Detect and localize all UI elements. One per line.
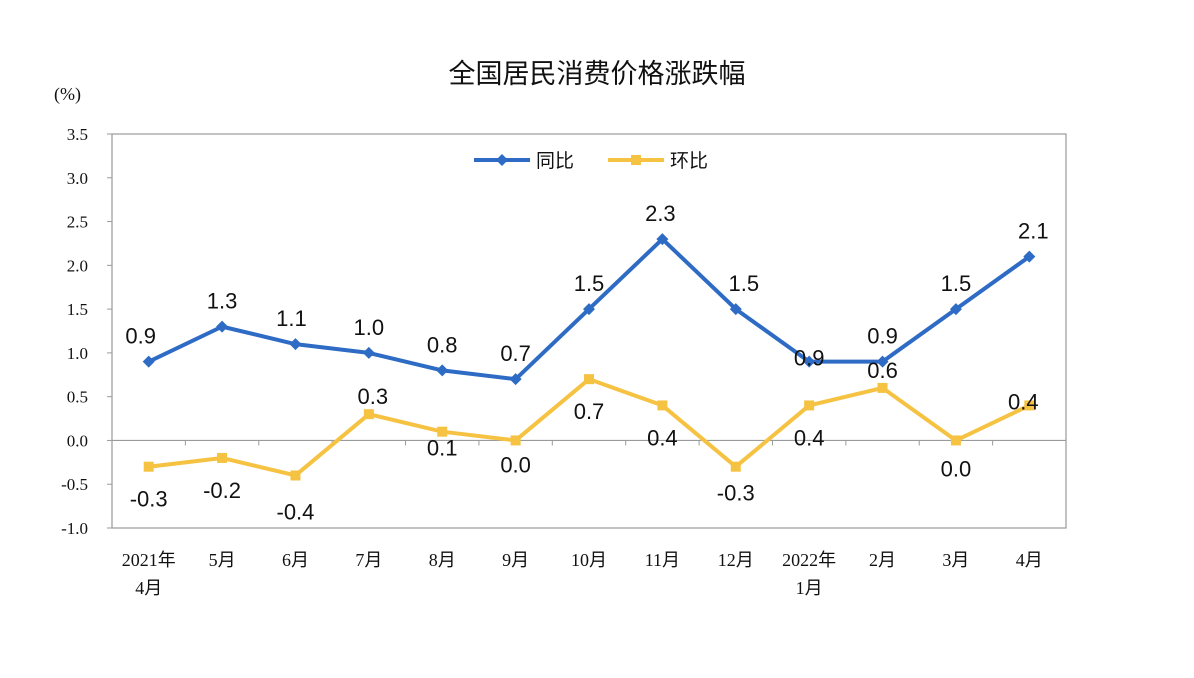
y-tick-label: 3.0 [67,169,88,188]
data-label-mom: -0.3 [717,481,755,506]
x-tick-label: 2月 [869,550,896,570]
data-point-yoy [729,303,742,316]
data-point-yoy [362,346,375,359]
data-label-mom: 0.4 [647,425,678,450]
data-point-mom [657,400,668,411]
series-line-mom [148,377,1031,478]
data-label-mom: -0.4 [277,499,315,524]
data-label-yoy: 1.1 [276,306,307,331]
legend-label-yoy: 同比 [536,150,574,172]
data-point-yoy [142,355,155,368]
data-point-yoy [876,355,889,368]
data-label-mom: -0.2 [203,478,241,503]
legend-label-mom: 环比 [670,150,708,172]
x-tick-label: 5月 [209,550,236,570]
data-point-mom [510,435,521,446]
x-tick-label: 2022年 [782,550,836,570]
data-point-mom [877,382,888,393]
data-label-yoy: 1.5 [574,271,605,296]
data-label-yoy: 1.3 [207,289,238,314]
data-point-yoy [509,373,522,386]
data-point-mom [217,452,228,463]
data-label-mom: 0.0 [500,452,531,477]
data-point-mom [950,435,961,446]
x-tick-label: 1月 [796,578,823,598]
y-tick-label: 2.5 [67,213,88,232]
plot-frame [111,133,1067,529]
data-label-mom: 0.3 [358,384,389,409]
data-label-yoy: 2.3 [645,201,676,226]
y-tick-label: -1.0 [61,519,88,538]
data-point-mom [584,374,594,385]
data-label-mom: 0.4 [1008,389,1039,414]
data-point-yoy [216,320,229,333]
data-label-yoy: 1.5 [941,271,972,296]
y-tick-label: 1.5 [67,300,88,319]
y-axis-unit: (%) [54,84,81,104]
data-label-yoy: 0.7 [500,341,531,366]
x-tick-label: 4月 [1016,550,1043,570]
x-tick-label: 9月 [502,550,529,570]
y-tick-label: 0.0 [67,431,88,450]
data-label-mom: -0.3 [130,487,168,512]
data-point-yoy [949,303,962,316]
data-label-yoy: 1.0 [354,315,385,340]
y-tick-label: 1.0 [67,344,88,363]
x-tick-label: 2021年 [122,550,176,570]
data-point-mom [143,461,154,472]
data-label-mom: 0.0 [941,456,972,481]
legend-marker [496,154,508,166]
data-label-mom: 0.1 [427,436,458,461]
data-label-mom: 0.7 [574,399,605,424]
data-point-mom [363,409,374,420]
data-label-yoy: 1.5 [728,271,759,296]
chart-title: 全国居民消费价格涨跌幅 [448,59,746,90]
y-tick-label: -0.5 [61,475,88,494]
data-point-mom [290,470,301,481]
x-tick-label: 8月 [429,550,456,570]
data-point-yoy [656,233,669,246]
data-point-mom [730,461,741,472]
data-label-mom: 0.6 [867,358,898,383]
x-tick-label: 4月 [135,578,162,598]
legend-marker [631,155,641,165]
data-point-yoy [1023,250,1036,263]
data-label-yoy: 0.9 [125,324,156,349]
data-point-yoy [289,338,302,351]
x-tick-label: 10月 [571,550,607,570]
data-point-mom [437,426,448,437]
data-point-yoy [583,303,595,316]
y-tick-label: 3.5 [67,125,88,144]
data-point-mom [1024,400,1035,411]
data-label-mom: 0.4 [794,425,825,450]
x-tick-label: 3月 [942,550,969,570]
y-tick-label: 2.0 [67,256,88,275]
data-label-yoy: 0.8 [427,332,458,357]
x-tick-label: 11月 [645,550,680,570]
x-tick-label: 12月 [718,550,754,570]
data-point-mom [804,400,815,411]
data-label-yoy: 0.9 [867,324,898,349]
y-tick-label: 0.5 [67,388,88,407]
data-label-yoy: 2.1 [1018,219,1049,244]
data-point-yoy [436,364,449,377]
x-tick-label: 7月 [355,550,382,570]
data-label-yoy: 0.9 [794,346,825,371]
data-point-yoy [803,355,816,368]
x-tick-label: 6月 [282,550,309,570]
